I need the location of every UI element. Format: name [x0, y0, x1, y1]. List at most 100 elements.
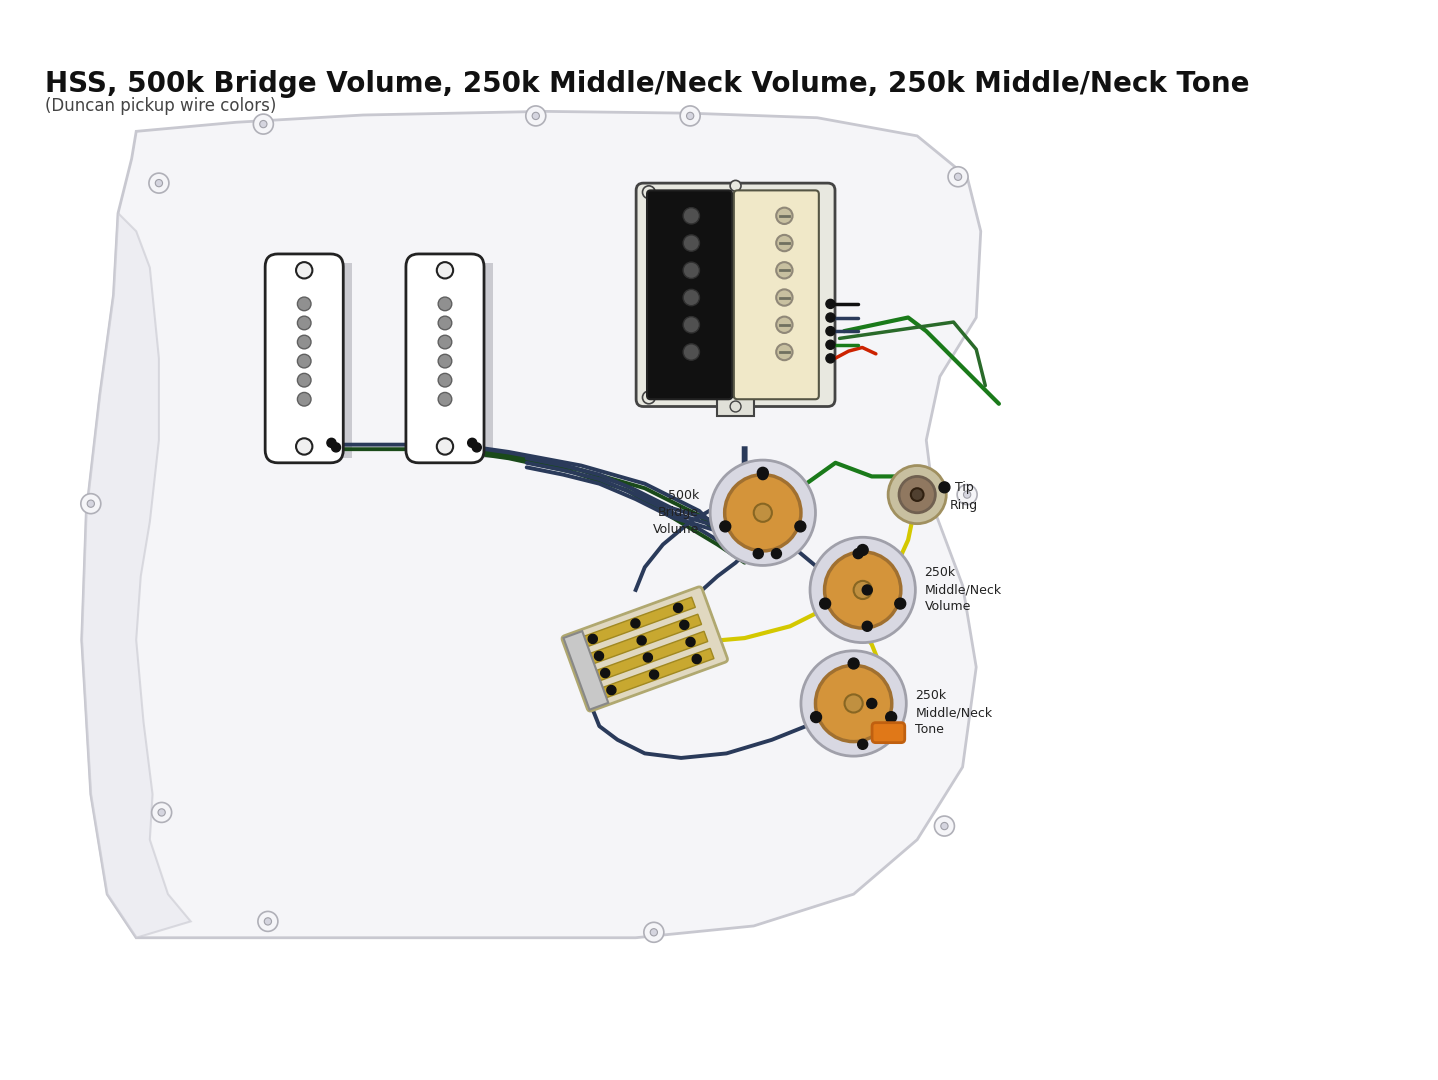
FancyBboxPatch shape: [265, 254, 344, 463]
Circle shape: [326, 438, 336, 447]
Circle shape: [777, 289, 792, 306]
Circle shape: [825, 313, 835, 322]
Circle shape: [683, 289, 699, 306]
Circle shape: [720, 521, 731, 531]
Bar: [594, 648, 713, 701]
Circle shape: [439, 354, 452, 368]
Circle shape: [801, 651, 906, 756]
Bar: [582, 615, 702, 666]
Circle shape: [437, 438, 453, 455]
Circle shape: [825, 354, 835, 363]
Circle shape: [958, 485, 976, 504]
Circle shape: [857, 544, 869, 555]
Circle shape: [894, 598, 906, 609]
Circle shape: [298, 354, 311, 368]
Circle shape: [777, 343, 792, 361]
Text: 250k
Middle/Neck
Tone: 250k Middle/Neck Tone: [916, 689, 992, 737]
Circle shape: [857, 740, 867, 750]
Circle shape: [683, 262, 699, 279]
Circle shape: [777, 262, 792, 279]
Circle shape: [910, 488, 923, 501]
Text: (Duncan pickup wire colors): (Duncan pickup wire colors): [46, 97, 276, 114]
Circle shape: [777, 316, 792, 333]
Text: 250k
Middle/Neck
Volume: 250k Middle/Neck Volume: [925, 566, 1002, 613]
Circle shape: [257, 912, 278, 931]
Circle shape: [588, 634, 597, 644]
Circle shape: [825, 299, 835, 309]
Circle shape: [935, 816, 955, 836]
Circle shape: [754, 503, 772, 522]
Circle shape: [643, 186, 656, 199]
Circle shape: [939, 482, 951, 492]
Circle shape: [825, 340, 835, 349]
Text: 500k
Bridge
Volume: 500k Bridge Volume: [653, 489, 699, 537]
Circle shape: [260, 121, 267, 127]
Circle shape: [683, 343, 699, 361]
Circle shape: [777, 207, 792, 224]
Circle shape: [731, 401, 741, 411]
Circle shape: [824, 552, 900, 629]
Circle shape: [439, 335, 452, 349]
Circle shape: [680, 620, 689, 630]
Circle shape: [754, 549, 764, 558]
Circle shape: [683, 234, 699, 252]
Polygon shape: [482, 264, 493, 458]
Circle shape: [298, 374, 311, 387]
Circle shape: [771, 549, 781, 558]
Circle shape: [150, 173, 168, 193]
Circle shape: [265, 918, 272, 926]
Circle shape: [532, 112, 539, 120]
Circle shape: [637, 636, 646, 645]
Circle shape: [963, 491, 971, 498]
Circle shape: [298, 335, 311, 349]
Circle shape: [955, 173, 962, 180]
Circle shape: [867, 699, 877, 708]
Circle shape: [810, 537, 916, 643]
Text: Ring: Ring: [951, 499, 978, 512]
Circle shape: [644, 922, 664, 942]
Bar: [564, 631, 608, 710]
FancyBboxPatch shape: [406, 254, 485, 463]
Circle shape: [899, 476, 935, 513]
Circle shape: [854, 581, 871, 599]
Circle shape: [853, 549, 863, 558]
FancyBboxPatch shape: [647, 190, 732, 400]
Circle shape: [863, 585, 873, 595]
Circle shape: [686, 637, 695, 647]
Circle shape: [940, 823, 948, 829]
Circle shape: [88, 500, 95, 508]
Circle shape: [296, 262, 312, 279]
FancyBboxPatch shape: [733, 190, 818, 400]
Circle shape: [439, 374, 452, 387]
Circle shape: [848, 658, 858, 669]
Polygon shape: [82, 111, 981, 937]
Polygon shape: [82, 213, 191, 937]
Circle shape: [439, 316, 452, 329]
Circle shape: [948, 166, 968, 187]
Bar: [575, 597, 696, 649]
Circle shape: [758, 470, 768, 480]
Text: Tip: Tip: [955, 481, 974, 494]
FancyBboxPatch shape: [562, 586, 728, 711]
Circle shape: [298, 316, 311, 329]
Circle shape: [472, 443, 482, 451]
Circle shape: [467, 438, 477, 447]
Circle shape: [298, 297, 311, 311]
Circle shape: [886, 712, 897, 723]
Circle shape: [710, 460, 815, 566]
Circle shape: [683, 207, 699, 224]
Circle shape: [601, 669, 610, 677]
Circle shape: [643, 653, 653, 662]
FancyBboxPatch shape: [636, 184, 835, 406]
Circle shape: [650, 929, 657, 936]
Circle shape: [811, 712, 821, 723]
Circle shape: [825, 326, 835, 336]
Circle shape: [889, 465, 946, 524]
Circle shape: [437, 262, 453, 279]
Circle shape: [155, 179, 162, 187]
Circle shape: [81, 494, 101, 514]
Bar: [588, 632, 707, 684]
Bar: [718, 397, 754, 416]
Circle shape: [686, 112, 693, 120]
Polygon shape: [341, 264, 352, 458]
